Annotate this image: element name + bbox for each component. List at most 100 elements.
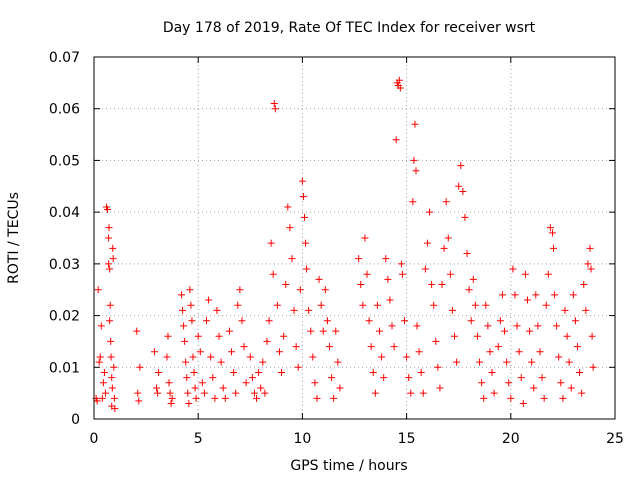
data-point [96, 353, 104, 361]
data-point [546, 224, 554, 232]
grid-lines [94, 57, 615, 419]
data-point [263, 337, 271, 345]
data-point [299, 193, 307, 201]
data-point [294, 363, 302, 371]
data-point [200, 389, 208, 397]
data-point [250, 389, 258, 397]
data-point [107, 337, 115, 345]
data-point [469, 275, 477, 283]
data-point [371, 389, 379, 397]
data-point [221, 394, 229, 402]
data-point [507, 394, 515, 402]
data-point [421, 265, 429, 273]
data-point [290, 306, 298, 314]
data-point [542, 301, 550, 309]
data-point [302, 239, 310, 247]
data-point [428, 281, 436, 289]
data-point [434, 363, 442, 371]
data-point [380, 374, 388, 382]
data-point [378, 353, 386, 361]
data-point [166, 389, 174, 397]
data-point [569, 291, 577, 299]
data-point [538, 374, 546, 382]
data-point [183, 374, 191, 382]
data-point [178, 291, 186, 299]
data-point [99, 379, 107, 387]
data-point [498, 291, 506, 299]
data-point [209, 374, 217, 382]
data-point [309, 353, 317, 361]
data-point [135, 397, 143, 405]
data-point [211, 394, 219, 402]
data-point [203, 317, 211, 325]
data-point [278, 368, 286, 376]
data-point [503, 358, 511, 366]
data-point [587, 265, 595, 273]
data-point [476, 358, 484, 366]
data-point [164, 332, 172, 340]
data-point [463, 250, 471, 258]
data-point [457, 162, 465, 170]
data-point [265, 317, 273, 325]
data-point [194, 332, 202, 340]
data-point [275, 348, 283, 356]
data-point [95, 358, 103, 366]
data-point [548, 229, 556, 237]
data-point [413, 322, 421, 330]
data-point [188, 317, 196, 325]
data-point [303, 265, 311, 273]
data-point [436, 384, 444, 392]
data-point [106, 317, 114, 325]
data-point [255, 368, 263, 376]
data-point [105, 260, 113, 268]
data-point [317, 301, 325, 309]
data-point [453, 358, 461, 366]
data-point [488, 368, 496, 376]
data-point [571, 317, 579, 325]
data-point [515, 348, 523, 356]
data-point [198, 379, 206, 387]
data-point [544, 270, 552, 278]
data-point [511, 291, 519, 299]
data-point [154, 389, 162, 397]
data-point [207, 353, 215, 361]
data-point [136, 363, 144, 371]
data-point [153, 384, 161, 392]
data-point [181, 337, 189, 345]
data-point [234, 301, 242, 309]
data-point [390, 343, 398, 351]
data-point [168, 394, 176, 402]
data-point [398, 270, 406, 278]
x-tick-label: 0 [90, 431, 99, 447]
data-point [190, 368, 198, 376]
y-tick-label: 0.04 [49, 205, 80, 221]
data-point [536, 348, 544, 356]
data-point [292, 343, 300, 351]
data-point [455, 182, 463, 190]
data-point [550, 244, 558, 252]
data-point [259, 358, 267, 366]
data-point [332, 327, 340, 335]
data-point [104, 206, 112, 214]
data-point [459, 187, 467, 195]
data-point [359, 301, 367, 309]
data-point [561, 306, 569, 314]
data-point [367, 343, 375, 351]
data-point [409, 198, 417, 206]
data-point [528, 358, 536, 366]
data-point [325, 343, 333, 351]
data-point [101, 389, 109, 397]
data-point [478, 379, 486, 387]
data-point [108, 384, 116, 392]
data-point [311, 379, 319, 387]
axis-ticks: 0 5 10 15 20 25 0 0.01 0.02 0.03 0.04 0.05 0.06 0.07 [49, 50, 624, 447]
data-point [412, 167, 420, 175]
data-point [328, 374, 336, 382]
data-point [471, 301, 479, 309]
data-point [315, 275, 323, 283]
x-axis-label: GPS time / hours [290, 458, 407, 474]
data-point [426, 208, 434, 216]
data-point [480, 394, 488, 402]
data-point [165, 379, 173, 387]
